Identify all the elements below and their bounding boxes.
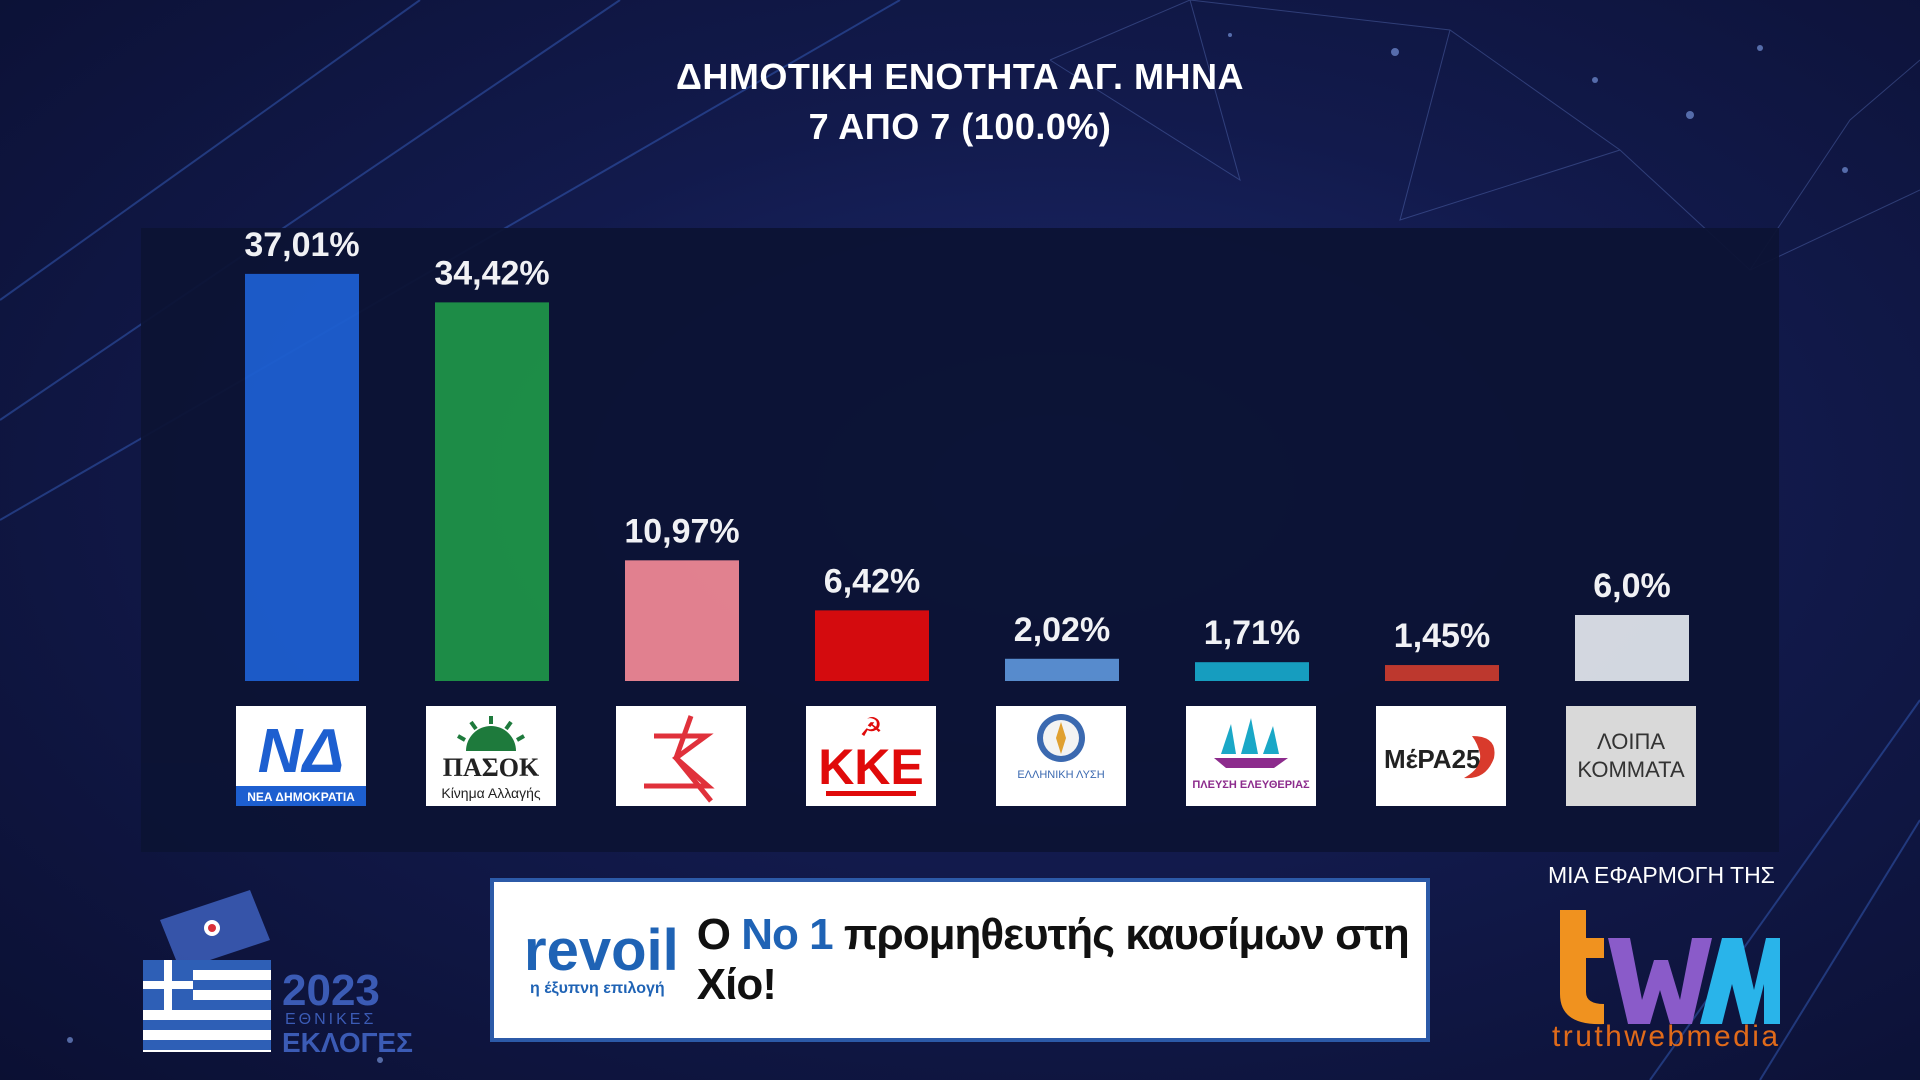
svg-text:ΚΚΕ: ΚΚΕ [818, 739, 924, 795]
elections-year: 2023 [282, 966, 380, 1015]
branding-tag: ΜΙΑ ΕΦΑΡΜΟΓΗ ΤΗΣ [1548, 862, 1775, 888]
twm-logo: truthwebmedia [1552, 910, 1780, 1050]
chart-title: ΔΗΜΟΤΙΚΗ ΕΝΟΤΗΤΑ ΑΓ. ΜΗΝΑ 7 ΑΠΟ 7 (100.0… [0, 52, 1920, 152]
mera25-bird-icon: ΜέΡΑ25 [1384, 736, 1495, 779]
twm-wordmark: truthwebmedia [1552, 1020, 1778, 1050]
svg-text:☭: ☭ [859, 712, 882, 742]
svg-text:Κίνημα Αλλαγής: Κίνημα Αλλαγής [441, 785, 541, 801]
svg-text:ΠΑΣΟΚ: ΠΑΣΟΚ [443, 753, 540, 782]
bar-1 [435, 302, 549, 681]
ad-text: προμηθευτής καυσίμων στη Χίο! [696, 910, 1410, 1009]
logo-syriza [616, 706, 746, 806]
svg-text:ΜέΡΑ25: ΜέΡΑ25 [1384, 744, 1481, 774]
ad-banner[interactable]: revoil η έξυπνη επιλογή Ο Νο 1 προμηθευτ… [490, 878, 1430, 1042]
bar-value-label-5: 1,71% [1204, 614, 1300, 652]
bar-5 [1195, 662, 1309, 681]
syriza-star-icon [644, 715, 715, 803]
logo-mera25: ΜέΡΑ25 [1376, 706, 1506, 806]
svg-text:ΠΛΕΥΣΗ ΕΛΕΥΘΕΡΙΑΣ: ΠΛΕΥΣΗ ΕΛΕΥΘΕΡΙΑΣ [1192, 779, 1310, 791]
bar-0 [245, 273, 359, 681]
pasok-sun-icon: ΠΑΣΟΚ Κίνημα Αλλαγής [441, 716, 541, 801]
logo-plefsi-eleftherias: ΠΛΕΥΣΗ ΕΛΕΥΘΕΡΙΑΣ [1186, 706, 1316, 806]
logo-pasok: ΠΑΣΟΚ Κίνημα Αλλαγής [426, 706, 556, 806]
bar-4 [1005, 658, 1119, 681]
greek-flag-icon [143, 960, 271, 1052]
ad-headline: Ο Νο 1 προμηθευτής καυσίμων στη Χίο! [697, 910, 1426, 1010]
bar-value-label-6: 1,45% [1394, 617, 1490, 655]
elections-line1: ΕΘΝΙΚΕΣ [285, 1011, 376, 1028]
bar-3 [815, 610, 929, 681]
plefsi-ship-icon: ΠΛΕΥΣΗ ΕΛΕΥΘΕΡΙΑΣ [1192, 718, 1310, 791]
bar-value-label-7: 6,0% [1593, 567, 1671, 605]
elections-line2: ΕΚΛΟΓΕΣ [282, 1027, 413, 1058]
title-line-2: 7 ΑΠΟ 7 (100.0%) [808, 106, 1112, 147]
elections-2023-badge: 2023 ΕΘΝΙΚΕΣ ΕΚΛΟΓΕΣ [143, 890, 413, 1058]
bar-value-label-1: 34,42% [434, 254, 549, 292]
title-line-1: ΔΗΜΟΤΙΚΗ ΕΝΟΤΗΤΑ ΑΓ. ΜΗΝΑ [675, 56, 1244, 97]
bar-value-label-0: 37,01% [244, 228, 359, 264]
ad-brand-name: revoil [524, 918, 679, 983]
ad-brand-slogan: η έξυπνη επιλογή [530, 980, 665, 997]
bar-value-label-4: 2,02% [1014, 611, 1110, 649]
elliniki-lysi-compass-icon: ΕΛΛΗΝΙΚΗ ΛΥΣΗ [1017, 714, 1105, 781]
ad-highlight: Νο 1 [741, 910, 833, 959]
logo-loipa-kommata: ΛΟΙΠΑ ΚΟΜΜΑΤΑ [1566, 706, 1696, 806]
logo-kke: ☭ ΚΚΕ [806, 706, 936, 806]
ad-brand: revoil η έξυπνη επιλογή [524, 922, 679, 998]
bar-7 [1575, 615, 1689, 681]
bar-value-label-2: 10,97% [624, 512, 739, 550]
bar-6 [1385, 665, 1499, 681]
nd-logo-icon: ΝΔ ΝΕΑ ΔΗΜΟΚΡΑΤΙΑ [236, 717, 366, 806]
twm-mark-icon [1560, 910, 1780, 1025]
bar-chart: 37,01% 34,42% 10,97% 6,42% 2,02% 1,71% 1,45% 6,… [244, 228, 1689, 681]
bar-2 [625, 560, 739, 681]
loipa-label: ΛΟΙΠΑ ΚΟΜΜΑΤΑ [1577, 729, 1685, 782]
ad-prefix: Ο [696, 910, 731, 959]
svg-text:ΝΔ: ΝΔ [258, 717, 344, 786]
ballot-envelope-icon [160, 890, 270, 970]
chart-panel: 37,01% 34,42% 10,97% 6,42% 2,02% 1,71% 1,45% 6,… [141, 228, 1779, 852]
svg-text:ΝΕΑ ΔΗΜΟΚΡΑΤΙΑ: ΝΕΑ ΔΗΜΟΚΡΑΤΙΑ [247, 790, 355, 804]
kke-logo-icon: ☭ ΚΚΕ [818, 712, 924, 796]
bar-value-label-3: 6,42% [824, 562, 920, 600]
logo-nea-dimokratia: ΝΔ ΝΕΑ ΔΗΜΟΚΡΑΤΙΑ [236, 706, 366, 806]
svg-text:ΕΛΛΗΝΙΚΗ ΛΥΣΗ: ΕΛΛΗΝΙΚΗ ΛΥΣΗ [1017, 769, 1104, 781]
logo-elliniki-lysi: ΕΛΛΗΝΙΚΗ ΛΥΣΗ [996, 706, 1126, 806]
